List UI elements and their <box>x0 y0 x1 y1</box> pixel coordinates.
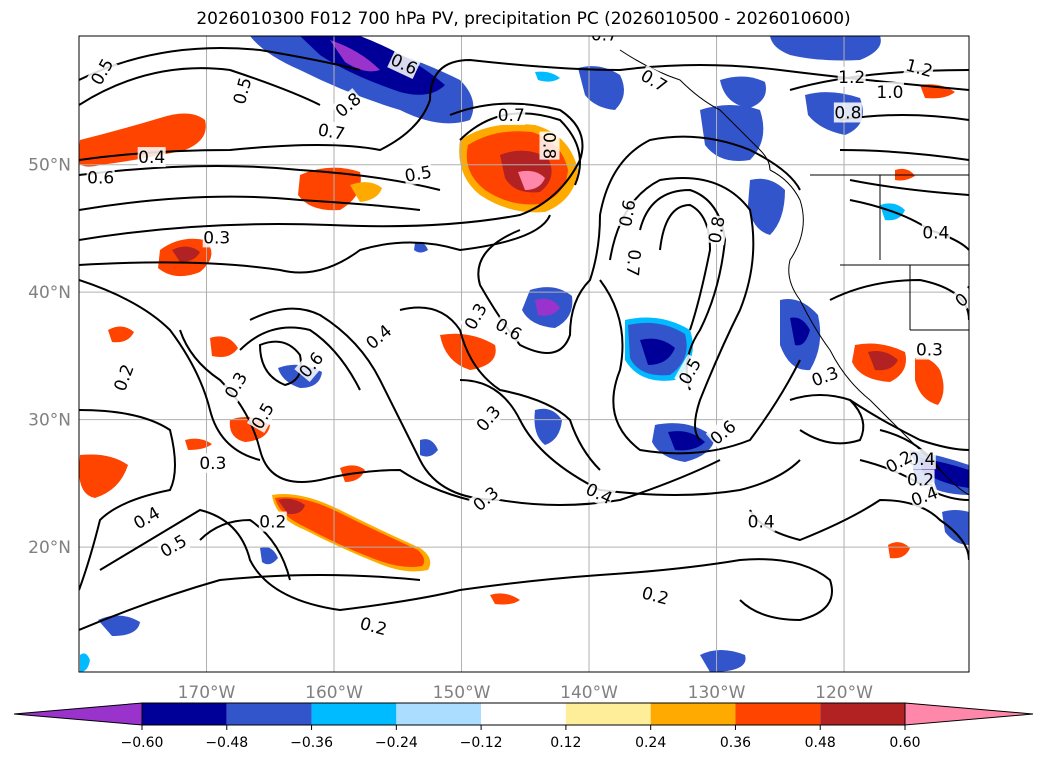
svg-text:0.6: 0.6 <box>87 168 114 188</box>
contour-label: 0.4 <box>907 449 936 470</box>
contour-label: 0.7 <box>590 26 619 46</box>
contour-label: 0.6 <box>615 197 640 229</box>
contour-label: 0.5 <box>402 161 434 187</box>
contour-label: 1.0 <box>875 82 904 103</box>
colorbar-swatch <box>142 703 227 725</box>
contour-label: 0.8 <box>704 214 730 246</box>
lat-tick-label: 40°N <box>28 283 71 303</box>
contour-label: 0.8 <box>833 102 862 123</box>
colorbar-tick-label: 0.48 <box>805 735 836 751</box>
colorbar-tick-label: 0.60 <box>889 735 920 751</box>
lat-tick-label: 30°N <box>28 411 71 431</box>
colorbar-tick-label: −0.60 <box>121 735 164 751</box>
svg-text:0.5: 0.5 <box>403 162 433 186</box>
colorbar-tick-label: −0.48 <box>205 735 248 751</box>
svg-text:0.3: 0.3 <box>203 228 230 248</box>
lat-tick-label: 20°N <box>28 538 71 558</box>
lon-tick-label: 170°W <box>178 683 236 703</box>
contour-label: 0.7 <box>315 119 347 145</box>
colorbar-tick-label: 0.12 <box>550 735 581 751</box>
svg-text:0.7: 0.7 <box>622 248 644 277</box>
lon-tick-label: 130°W <box>688 683 746 703</box>
colorbar-swatch <box>311 703 397 725</box>
colorbar: −0.60 −0.48 −0.36 −0.24 −0.12 0.12 0.24 0.36 0.4… <box>13 702 1034 751</box>
lat-lon-grid <box>79 36 969 672</box>
contour-label: 0.3 <box>915 339 944 361</box>
lat-tick-label: 50°N <box>28 156 71 176</box>
svg-text:0.8: 0.8 <box>705 215 729 245</box>
colorbar-tick-label: 0.36 <box>720 735 751 751</box>
svg-text:0.2: 0.2 <box>259 513 286 533</box>
svg-text:0.7: 0.7 <box>591 26 618 46</box>
svg-text:0.6: 0.6 <box>616 198 640 228</box>
svg-text:0.8: 0.8 <box>539 132 559 159</box>
colorbar-swatch <box>650 703 736 725</box>
contour-label: 0.2 <box>258 511 287 533</box>
lon-tick-label: 160°W <box>305 683 363 703</box>
svg-text:1.2: 1.2 <box>838 68 865 88</box>
svg-text:0.4: 0.4 <box>138 148 165 168</box>
coastline-layer <box>619 49 969 496</box>
contour-label: 0.4 <box>137 147 166 168</box>
svg-text:0.7: 0.7 <box>316 120 346 144</box>
contour-label: 0.4 <box>747 511 776 533</box>
svg-text:0.3: 0.3 <box>199 454 226 474</box>
svg-text:0.3: 0.3 <box>916 341 943 361</box>
colorbar-swatch <box>226 703 312 725</box>
colorbar-tick-label: −0.36 <box>290 735 333 751</box>
lon-tick-label: 150°W <box>433 683 491 703</box>
plot-frame <box>78 35 970 673</box>
svg-text:1.0: 1.0 <box>876 83 903 103</box>
contour-label: 0.7 <box>497 105 526 126</box>
svg-text:0.4: 0.4 <box>922 223 949 243</box>
colorbar-swatch <box>735 703 821 725</box>
colorbar-swatch <box>820 703 905 725</box>
svg-text:0.7: 0.7 <box>498 106 525 126</box>
contour-label: 0.3 <box>202 227 231 248</box>
contour-label: 0.8 <box>539 131 560 160</box>
svg-text:0.4: 0.4 <box>908 450 935 470</box>
lon-tick-label: 120°W <box>815 683 873 703</box>
axis-tick-labels: 20°N 30°N 40°N 50°N 170°W 160°W 150°W 140°W 130°… <box>28 156 873 703</box>
contour-label: 0.6 <box>86 167 115 188</box>
svg-text:0.8: 0.8 <box>834 103 861 123</box>
pos-precip-area <box>79 113 206 167</box>
colorbar-tick-label: 0.24 <box>635 735 666 751</box>
colorbar-max-extend <box>904 702 1034 726</box>
svg-text:0.4: 0.4 <box>748 513 775 533</box>
contour-label: 0.3 <box>198 452 227 474</box>
map-title: 2026010300 F012 700 hPa PV, precipitatio… <box>196 9 851 29</box>
colorbar-swatch <box>396 703 482 725</box>
colorbar-tick-label: −0.12 <box>460 735 503 751</box>
colorbar-tick-label: −0.24 <box>375 735 418 751</box>
colorbar-swatch <box>481 703 566 725</box>
contour-label: 0.7 <box>622 248 645 278</box>
contour-label: 1.2 <box>837 66 866 88</box>
colorbar-min-extend <box>13 702 143 726</box>
colorbar-swatch <box>565 703 651 725</box>
contour-label: 0.4 <box>921 222 950 243</box>
lon-tick-label: 140°W <box>560 683 618 703</box>
